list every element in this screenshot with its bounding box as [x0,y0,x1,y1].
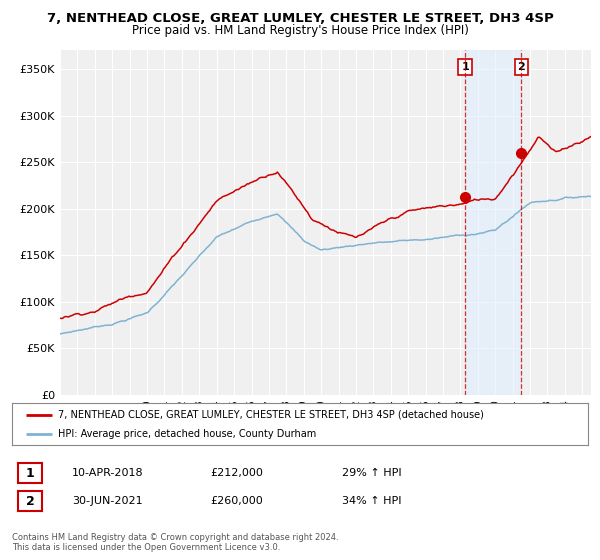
Text: £260,000: £260,000 [210,496,263,506]
Text: HPI: Average price, detached house, County Durham: HPI: Average price, detached house, Coun… [58,429,316,439]
Text: 1: 1 [26,466,34,480]
Text: £212,000: £212,000 [210,468,263,478]
Text: This data is licensed under the Open Government Licence v3.0.: This data is licensed under the Open Gov… [12,543,280,552]
Bar [465,50,521,395]
Text: 7, NENTHEAD CLOSE, GREAT LUMLEY, CHESTER LE STREET, DH3 4SP (detached house): 7, NENTHEAD CLOSE, GREAT LUMLEY, CHESTER… [58,409,484,419]
Text: 29% ↑ HPI: 29% ↑ HPI [342,468,401,478]
Text: 2: 2 [517,62,525,72]
Text: 1: 1 [461,62,469,72]
Text: 7, NENTHEAD CLOSE, GREAT LUMLEY, CHESTER LE STREET, DH3 4SP: 7, NENTHEAD CLOSE, GREAT LUMLEY, CHESTER… [47,12,553,25]
Text: 10-APR-2018: 10-APR-2018 [72,468,143,478]
Text: 34% ↑ HPI: 34% ↑ HPI [342,496,401,506]
Text: 30-JUN-2021: 30-JUN-2021 [72,496,143,506]
Text: 2: 2 [26,494,34,508]
Text: Price paid vs. HM Land Registry's House Price Index (HPI): Price paid vs. HM Land Registry's House … [131,24,469,37]
Text: Contains HM Land Registry data © Crown copyright and database right 2024.: Contains HM Land Registry data © Crown c… [12,533,338,542]
